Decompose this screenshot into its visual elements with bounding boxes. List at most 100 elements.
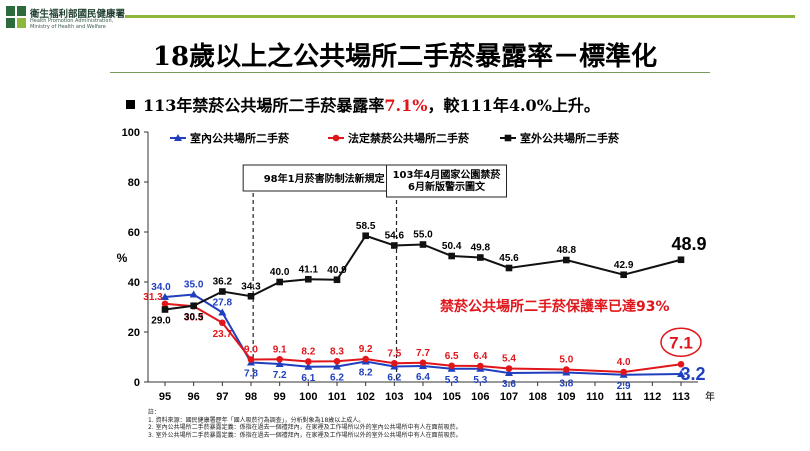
x-tick-label: 107: [500, 391, 518, 403]
data-point: [391, 242, 398, 249]
data-point: [305, 358, 312, 365]
data-label: 27.8: [213, 298, 233, 309]
x-tick-label: 97: [216, 391, 228, 403]
data-point: [677, 360, 685, 368]
data-point: [419, 359, 427, 367]
y-tick-label: 60: [128, 227, 140, 239]
data-point: [219, 319, 226, 327]
data-label: 3.6: [502, 379, 516, 390]
data-point: [677, 370, 685, 377]
x-tick-label: 99: [274, 391, 286, 403]
data-point: [247, 356, 255, 363]
data-point: [362, 355, 369, 363]
data-point: [563, 366, 570, 373]
logo-english-name: Health Promotion Administration, Ministr…: [30, 18, 114, 30]
policy-label-box: [386, 164, 507, 198]
legend-label: 法定禁菸公共場所二手菸: [348, 131, 470, 145]
data-label: 5.4: [502, 354, 516, 365]
data-label: 9.1: [273, 344, 287, 355]
data-label: 49.8: [471, 243, 491, 254]
y-axis-label: %: [117, 251, 128, 265]
policy-label-text: 98年1月菸害防制法新規定: [264, 172, 385, 185]
data-label: 7.8: [244, 369, 258, 380]
data-point: [477, 362, 484, 370]
x-tick-label: 98: [245, 391, 257, 403]
data-point: [448, 252, 455, 260]
x-tick-label: 95: [159, 391, 171, 403]
data-point: [620, 368, 627, 376]
data-label: 3.2: [680, 364, 705, 384]
data-label: 5.3: [473, 375, 487, 386]
data-point: [677, 256, 685, 264]
data-point: [505, 365, 513, 372]
data-label: 48.9: [671, 234, 706, 254]
data-label: 40.0: [270, 267, 290, 278]
data-point: [563, 256, 570, 264]
data-point: [161, 293, 169, 300]
data-label: 9.0: [244, 345, 258, 356]
y-tick-label: 40: [128, 277, 140, 289]
data-label: 7.7: [416, 348, 430, 359]
legend-marker: [504, 134, 512, 142]
highlight-ring: [660, 327, 702, 357]
x-tick-label: 112: [643, 391, 661, 403]
x-tick-label: 103: [385, 391, 403, 403]
data-label: 48.8: [557, 245, 577, 256]
data-label: 7.2: [273, 370, 287, 381]
x-tick-label: 105: [442, 391, 460, 403]
series-line: [164, 302, 682, 374]
x-tick-label: 110: [586, 391, 604, 403]
legend-label: 室外公共場所二手菸: [520, 131, 620, 145]
data-point: [190, 302, 197, 310]
data-label: 5.0: [559, 355, 573, 366]
data-label: 42.9: [614, 260, 634, 271]
data-label: 23.7: [213, 329, 233, 340]
data-label: 34.3: [241, 281, 261, 292]
footnotes: 註： 1. 資料來源：國民健康署歷年「國人吸菸行為調查」，分析對象為18歲以上成…: [148, 409, 462, 439]
data-label: 35.0: [184, 280, 204, 291]
data-label: 34.0: [151, 282, 171, 293]
data-label: 7.1: [669, 333, 693, 352]
data-label: 8.2: [359, 368, 373, 379]
data-point: [304, 362, 313, 370]
header-rule: [125, 15, 795, 18]
x-tick-label: 102: [356, 391, 374, 403]
data-point: [391, 359, 398, 367]
policy-label-text: 103年4月國家公園禁菸: [393, 168, 502, 181]
data-point: [362, 232, 369, 240]
ministry-emblem-icon: [6, 6, 26, 28]
data-point: [161, 306, 169, 313]
footnote-line: 1. 資料來源：國民健康署歷年「國人吸菸行為調查」，分析對象為18歲以上成人。: [148, 416, 365, 424]
x-tick-label: 109: [557, 391, 575, 403]
headline-tail: ，較111年4.0%上升。: [427, 96, 600, 115]
data-label: 4.0: [617, 357, 631, 368]
series-line: [164, 234, 682, 311]
data-label: 8.2: [301, 347, 315, 358]
data-point: [219, 288, 226, 295]
data-label: 5.3: [445, 375, 459, 386]
policy-label-box: [242, 164, 406, 192]
data-point: [247, 292, 255, 300]
data-point: [333, 362, 341, 370]
data-point: [419, 241, 427, 248]
data-point: [505, 264, 513, 272]
data-label: 6.1: [301, 373, 315, 384]
footnote-line: 2. 室內公共場所二手菸暴露定義：係指在過去一個禮拜內，在家裡及工作場所以外的室…: [148, 424, 462, 431]
legend-marker: [332, 134, 340, 142]
data-label: 31.3: [143, 292, 163, 303]
data-label: 2.9: [617, 381, 631, 392]
data-label: 55.0: [413, 230, 433, 241]
data-point: [276, 355, 283, 363]
data-point: [276, 278, 283, 286]
data-label: 58.5: [356, 221, 376, 232]
x-tick-label: 106: [471, 391, 489, 403]
data-label: 6.2: [330, 373, 344, 384]
protection-rate-annotation: 禁菸公共場所二手菸保護率已達93%: [440, 298, 670, 315]
x-tick-label: 96: [188, 391, 200, 403]
data-label: 29.0: [151, 316, 171, 327]
footnote-line: 註：: [148, 409, 161, 416]
ministry-logo: 衛生福利部國民健康署 Health Promotion Administrati…: [6, 4, 125, 38]
y-tick-label: 100: [122, 127, 140, 139]
y-tick-label: 20: [128, 327, 140, 339]
